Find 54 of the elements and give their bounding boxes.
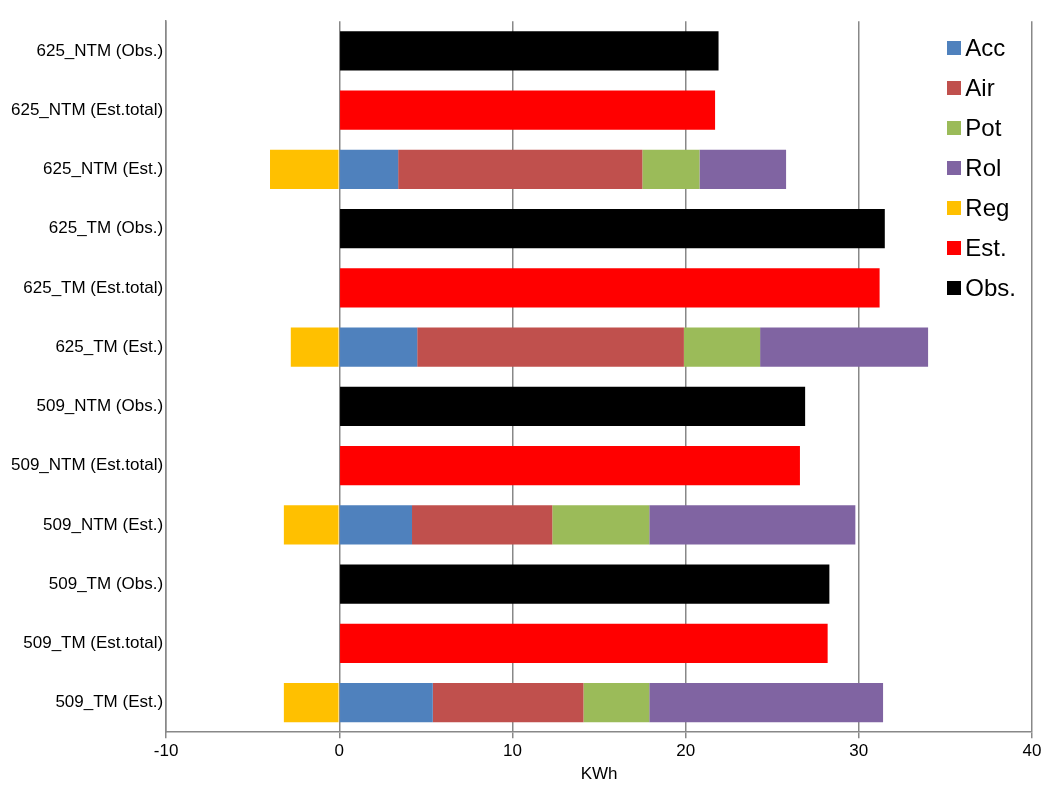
bar — [340, 149, 399, 189]
legend-label: Est. — [965, 233, 1007, 263]
legend-label: Acc — [965, 33, 1006, 63]
x-tick-label: 20 — [676, 741, 696, 761]
bar — [340, 31, 719, 71]
x-tick-label: 10 — [503, 741, 522, 761]
y-tick-label: 625_TM (Obs.) — [48, 218, 164, 238]
bar — [649, 683, 884, 723]
x-tick-label: 0 — [334, 741, 345, 761]
bar — [398, 149, 643, 189]
bar — [642, 149, 700, 189]
bar — [270, 149, 339, 189]
x-tick-label: 30 — [849, 741, 869, 761]
x-tick-label: -10 — [153, 741, 179, 761]
y-tick-label: 509_NTM (Est.) — [43, 514, 164, 534]
bar — [340, 446, 800, 486]
bar — [290, 327, 339, 367]
bar — [432, 683, 584, 723]
legend-label: Rol — [965, 153, 1002, 183]
x-axis-title: KWh — [580, 764, 618, 784]
bar — [583, 683, 650, 723]
bar — [340, 209, 885, 249]
y-tick-label: 625_TM (Est.) — [55, 336, 164, 356]
y-tick-label: 509_TM (Est.) — [55, 692, 164, 712]
bar — [649, 505, 856, 545]
bar — [340, 386, 806, 426]
legend-label: Air — [965, 73, 995, 103]
y-tick-label: 625_NTM (Obs.) — [36, 40, 164, 60]
bar — [283, 683, 339, 723]
y-tick-label: 625_NTM (Est.total) — [10, 99, 164, 119]
bar — [412, 505, 553, 545]
bar — [760, 327, 929, 367]
bar — [283, 505, 339, 545]
legend-label: Obs. — [965, 273, 1016, 303]
bar — [699, 149, 787, 189]
legend-label: Reg — [965, 193, 1010, 223]
bar — [340, 505, 413, 545]
bar — [417, 327, 684, 367]
bar — [340, 683, 433, 723]
bar — [340, 327, 418, 367]
y-tick-label: 625_NTM (Est.) — [43, 159, 164, 179]
y-tick-label: 509_TM (Obs.) — [48, 573, 164, 593]
bar — [340, 268, 880, 308]
bar — [552, 505, 650, 545]
y-tick-label: 509_TM (Est.total) — [23, 633, 164, 653]
y-tick-label: 509_NTM (Est.total) — [10, 455, 164, 475]
bar — [340, 564, 830, 604]
legend-label: Pot — [965, 113, 1002, 143]
y-tick-label: 509_NTM (Obs.) — [36, 396, 164, 416]
x-tick-label: 40 — [1022, 741, 1042, 761]
bar — [683, 327, 761, 367]
bar — [340, 90, 716, 130]
y-tick-label: 625_TM (Est.total) — [23, 277, 164, 297]
bar — [340, 623, 828, 663]
